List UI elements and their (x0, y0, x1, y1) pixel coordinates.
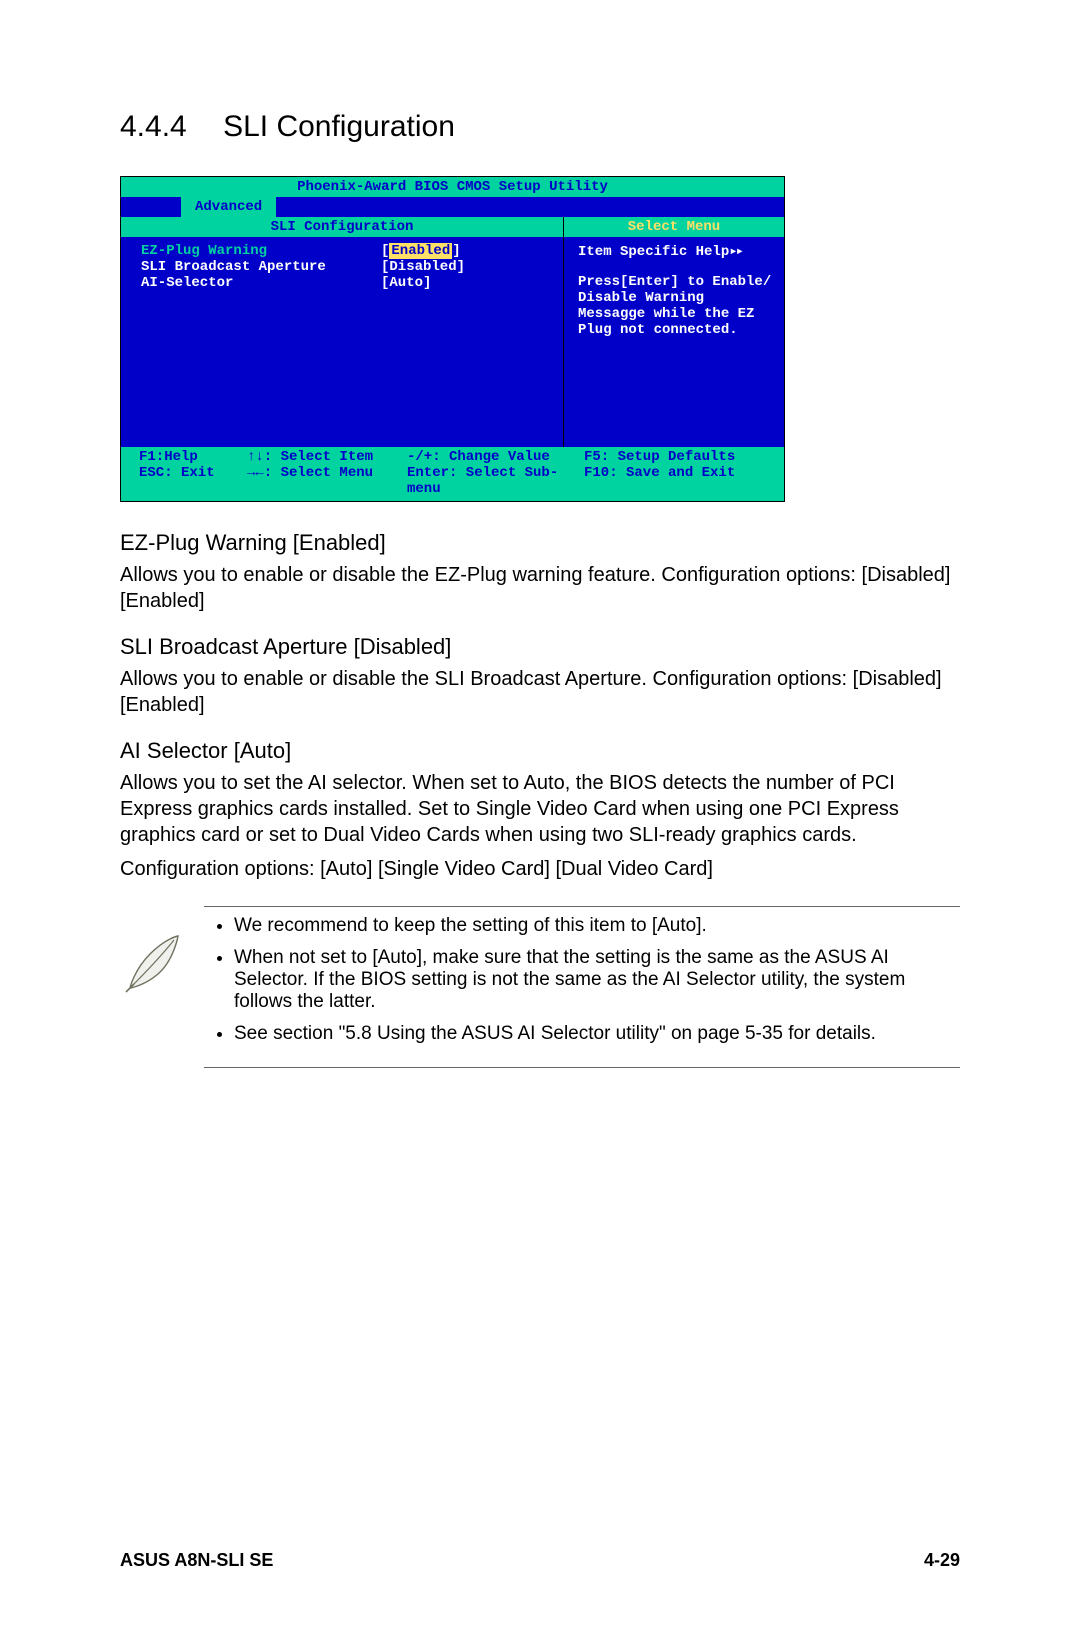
bios-subheader-right: Select Menu (564, 217, 784, 237)
note-item: When not set to [Auto], make sure that t… (234, 947, 960, 1013)
bios-hint: ESC: Exit (139, 465, 247, 481)
setting-value: [Enabled] (381, 243, 461, 259)
setting-value: [Auto] (381, 275, 431, 291)
setting-row[interactable]: AI-Selector [Auto] (141, 275, 549, 291)
setting-row[interactable]: SLI Broadcast Aperture [Disabled] (141, 259, 549, 275)
bios-hint: ↑↓: Select Item (247, 449, 407, 465)
sub-heading: AI Selector [Auto] (120, 738, 960, 764)
bios-window: Phoenix-Award BIOS CMOS Setup Utility Ad… (120, 176, 785, 502)
feather-icon (120, 906, 204, 999)
page: 4.4.4 SLI Configuration Phoenix-Award BI… (0, 0, 1080, 1627)
bios-hint: -/+: Change Value (407, 449, 584, 465)
bios-menu-bar: Advanced (121, 197, 784, 217)
bios-settings-pane: EZ-Plug Warning [Enabled] SLI Broadcast … (121, 237, 564, 447)
bios-hint: →←: Select Menu (247, 465, 407, 481)
double-play-icon: ▸▸ (729, 244, 742, 260)
setting-row[interactable]: EZ-Plug Warning [Enabled] (141, 243, 549, 259)
section-number: 4.4.4 (120, 110, 187, 144)
bios-title: Phoenix-Award BIOS CMOS Setup Utility (121, 177, 784, 197)
bios-hint: F5: Setup Defaults (584, 449, 774, 465)
bios-help-pane: Item Specific Help▸▸ Press[Enter] to Ena… (564, 237, 784, 447)
note-box: We recommend to keep the setting of this… (120, 906, 960, 1068)
section-title: SLI Configuration (223, 110, 455, 143)
bios-subheaders: SLI Configuration Select Menu (121, 217, 784, 237)
bios-hint: F10: Save and Exit (584, 465, 774, 481)
note-item: See section "5.8 Using the ASUS AI Selec… (234, 1023, 960, 1045)
setting-label: EZ-Plug Warning (141, 243, 381, 259)
setting-value: [Disabled] (381, 259, 465, 275)
bios-body: EZ-Plug Warning [Enabled] SLI Broadcast … (121, 237, 784, 447)
note-content: We recommend to keep the setting of this… (204, 906, 960, 1068)
bios-hint: Enter: Select Sub-menu (407, 465, 584, 497)
body-sections: EZ-Plug Warning [Enabled] Allows you to … (120, 530, 960, 882)
setting-label: AI-Selector (141, 275, 381, 291)
setting-label: SLI Broadcast Aperture (141, 259, 381, 275)
section-heading: 4.4.4 SLI Configuration (120, 110, 960, 144)
paragraph: Allows you to set the AI selector. When … (120, 770, 960, 848)
bios-subheader-left: SLI Configuration (121, 217, 564, 237)
note-item: We recommend to keep the setting of this… (234, 915, 960, 937)
bios-hint: F1:Help (139, 449, 247, 465)
bios-help-title: Item Specific Help▸▸ (578, 243, 774, 260)
paragraph: Allows you to enable or disable the EZ-P… (120, 562, 960, 614)
bios-footer: F1:Help ESC: Exit ↑↓: Select Item →←: Se… (121, 447, 784, 501)
page-footer: ASUS A8N-SLI SE 4-29 (120, 1550, 960, 1571)
paragraph: Configuration options: [Auto] [Single Vi… (120, 856, 960, 882)
bios-menu-tab-advanced[interactable]: Advanced (181, 197, 276, 217)
sub-heading: SLI Broadcast Aperture [Disabled] (120, 634, 960, 660)
sub-heading: EZ-Plug Warning [Enabled] (120, 530, 960, 556)
bios-help-text: Press[Enter] to Enable/ Disable Warning … (578, 274, 774, 338)
footer-product: ASUS A8N-SLI SE (120, 1550, 273, 1571)
paragraph: Allows you to enable or disable the SLI … (120, 666, 960, 718)
footer-page-number: 4-29 (924, 1550, 960, 1571)
